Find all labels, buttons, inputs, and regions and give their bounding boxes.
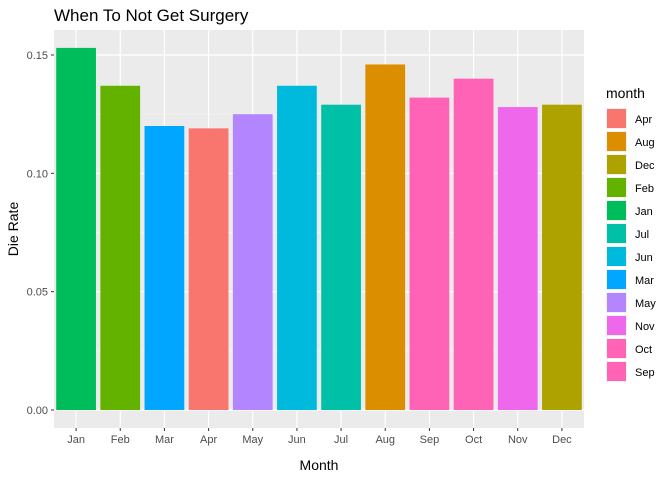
x-tick-label: Jul (334, 434, 348, 446)
y-tick-label: 0.05 (27, 287, 48, 299)
legend-label: Sep (635, 367, 655, 379)
legend-label: Aug (635, 137, 655, 149)
x-tick-label: Nov (508, 434, 528, 446)
x-tick-label: Feb (111, 434, 130, 446)
legend-swatch-jun (607, 247, 626, 266)
legend-swatch-nov (607, 316, 626, 335)
legend-swatch-jul (607, 224, 626, 243)
legend-label: Oct (635, 344, 652, 356)
bar-jul (321, 104, 361, 410)
bar-apr (188, 128, 229, 410)
legend-label: Mar (635, 275, 654, 287)
legend-swatch-aug (607, 132, 626, 151)
chart-title: When To Not Get Surgery (54, 6, 249, 25)
bar-feb (100, 85, 141, 411)
plot-panel (54, 30, 584, 428)
legend-swatch-may (607, 293, 626, 312)
legend: month Apr Aug Dec Feb Jan Jul Jun Mar May Nov Oct S… (606, 85, 656, 382)
legend-swatch-apr (607, 109, 626, 128)
x-tick-label: Apr (200, 434, 217, 446)
x-tick-label: Jun (288, 434, 306, 446)
bar-aug (365, 64, 406, 410)
x-tick-label: Dec (552, 434, 572, 446)
bar-jan (56, 47, 96, 411)
bars (56, 47, 582, 411)
legend-swatch-jan (607, 201, 626, 220)
legend-label: Feb (635, 183, 654, 195)
legend-swatch-dec (607, 155, 626, 174)
legend-label: Jan (635, 206, 653, 218)
bar-oct (453, 78, 494, 411)
x-tick-label: May (242, 434, 263, 446)
legend-label: Nov (635, 321, 655, 333)
legend-label: Jul (635, 229, 649, 241)
bar-nov (497, 107, 538, 411)
y-tick-label: 0.10 (27, 168, 48, 180)
x-tick-label: Jan (67, 434, 85, 446)
legend-label: Dec (635, 160, 655, 172)
bar-mar (144, 126, 185, 410)
legend-label: Apr (635, 114, 652, 126)
legend-swatch-feb (607, 178, 626, 197)
legend-swatch-mar (607, 270, 626, 289)
bar-sep (409, 97, 450, 410)
y-tick-label: 0.00 (27, 405, 48, 417)
x-tick-label: Mar (155, 434, 174, 446)
legend-label: May (635, 298, 656, 310)
x-tick-label: Sep (420, 434, 440, 446)
bar-jun (277, 85, 317, 411)
y-axis: 0.00 0.05 0.10 0.15 (27, 50, 54, 417)
x-tick-label: Aug (375, 434, 395, 446)
x-axis-label: Month (300, 457, 339, 473)
bar-dec (542, 104, 582, 410)
legend-title: month (606, 85, 645, 101)
legend-swatch-sep (607, 362, 626, 381)
y-axis-label: Die Rate (5, 202, 21, 257)
x-tick-label: Oct (465, 434, 482, 446)
bar-may (232, 114, 273, 411)
legend-swatch-oct (607, 339, 626, 358)
legend-label: Jun (635, 252, 653, 264)
x-axis: Jan Feb Mar Apr May Jun Jul Aug Sep Oct Nov Dec (67, 428, 572, 446)
y-tick-label: 0.15 (27, 50, 48, 62)
